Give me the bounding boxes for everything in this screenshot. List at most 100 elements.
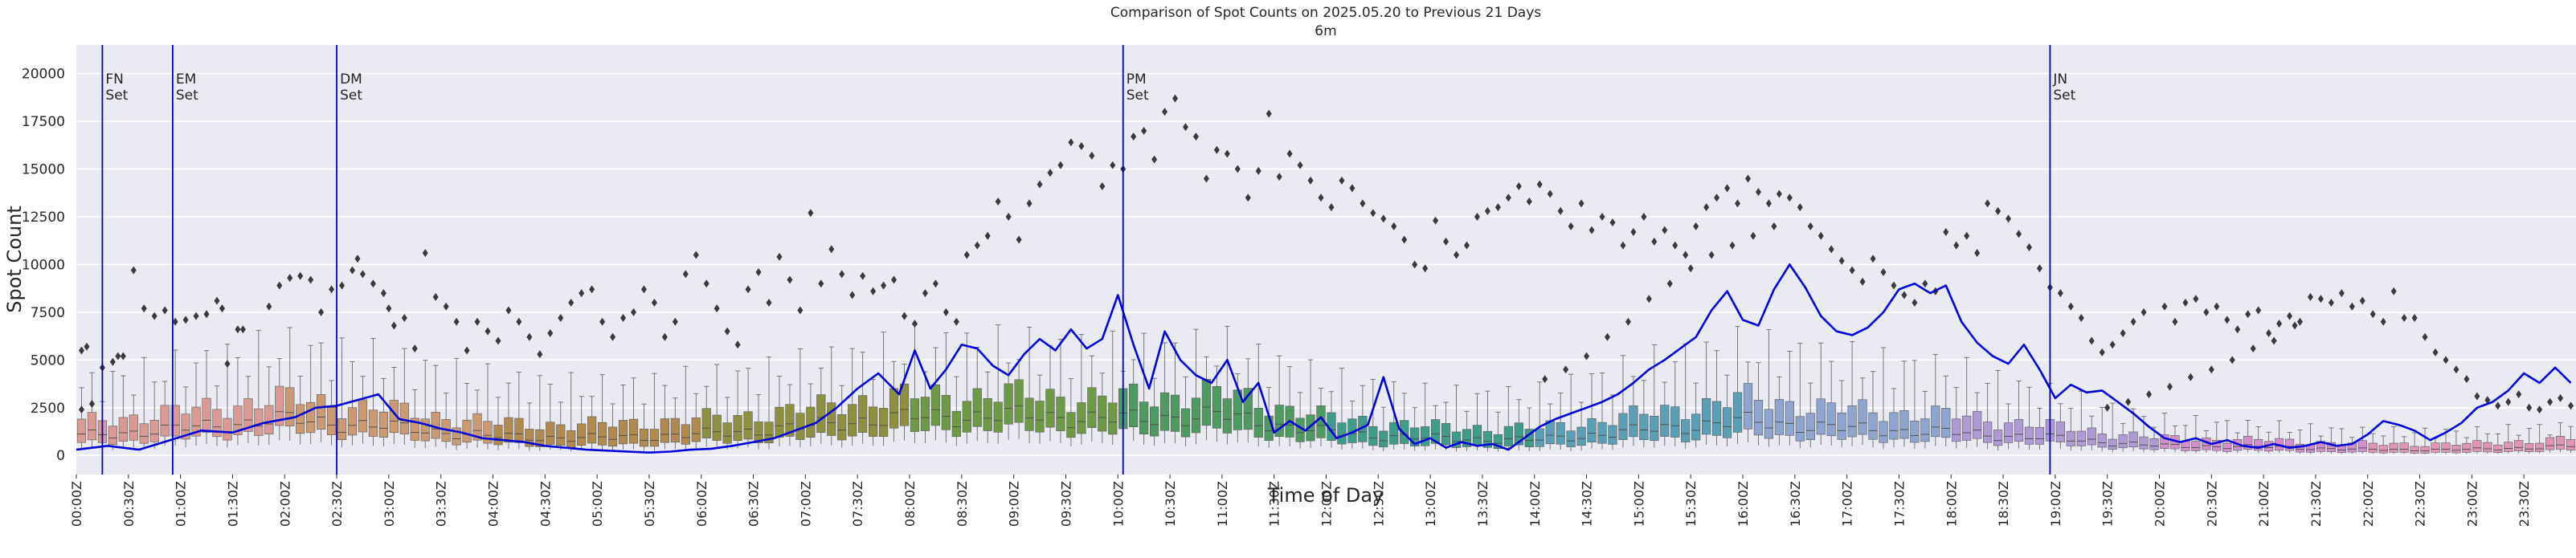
outlier-point bbox=[2203, 308, 2210, 316]
box bbox=[1795, 416, 1805, 442]
outlier-point bbox=[1891, 281, 1897, 290]
box bbox=[431, 412, 440, 439]
outlier-point bbox=[2182, 299, 2189, 307]
x-tick-label: 18:00Z bbox=[1944, 481, 1959, 527]
outlier-point bbox=[1838, 256, 1845, 265]
box bbox=[1753, 400, 1764, 436]
grid-lines bbox=[76, 72, 2576, 457]
outlier-point bbox=[1515, 181, 1522, 190]
outlier-point bbox=[1662, 226, 1668, 234]
outlier-point bbox=[214, 296, 220, 305]
outlier-point bbox=[2099, 348, 2105, 356]
x-tick-label: 07:00Z bbox=[798, 481, 813, 527]
outlier-point bbox=[1750, 231, 1756, 240]
box bbox=[462, 419, 472, 443]
outlier-point bbox=[1026, 199, 1032, 208]
box bbox=[2128, 431, 2138, 448]
x-tick-label: 20:00Z bbox=[2153, 481, 2168, 527]
outlier-point bbox=[2390, 287, 2397, 295]
outlier-point bbox=[1068, 138, 1074, 147]
box bbox=[1472, 425, 1482, 446]
box bbox=[296, 404, 305, 434]
box bbox=[337, 418, 347, 441]
outlier-point bbox=[1604, 332, 1610, 341]
outlier-point bbox=[2287, 312, 2293, 320]
box bbox=[1722, 407, 1732, 438]
box bbox=[1243, 388, 1253, 430]
box bbox=[869, 406, 878, 437]
box bbox=[785, 404, 795, 437]
outlier-point bbox=[1620, 241, 1626, 250]
outlier-point bbox=[849, 291, 856, 299]
outlier-point bbox=[2411, 314, 2418, 323]
outlier-point bbox=[2250, 344, 2256, 353]
outlier-point bbox=[1297, 161, 1303, 169]
box bbox=[1274, 405, 1284, 437]
y-tick-label: 7500 bbox=[31, 305, 65, 321]
outlier-point bbox=[828, 245, 835, 254]
x-tick-label: 13:00Z bbox=[1423, 481, 1438, 527]
box bbox=[1608, 425, 1617, 445]
plot-area bbox=[76, 45, 2576, 475]
box bbox=[1139, 401, 1149, 434]
box bbox=[2493, 444, 2503, 453]
box bbox=[858, 395, 868, 433]
outlier-point bbox=[2338, 289, 2345, 298]
y-tick-label: 15000 bbox=[22, 162, 65, 178]
outlier-point bbox=[370, 279, 376, 288]
box bbox=[181, 413, 190, 440]
box bbox=[368, 409, 378, 437]
outlier-point bbox=[1110, 161, 1116, 169]
x-tick-label: 17:00Z bbox=[1840, 481, 1855, 527]
outlier-point bbox=[2078, 314, 2084, 323]
box bbox=[1024, 397, 1034, 431]
outlier-point bbox=[1224, 149, 1230, 158]
outlier-point bbox=[1683, 250, 1689, 259]
box bbox=[628, 418, 639, 444]
x-tick-label: 23:00Z bbox=[2464, 481, 2480, 527]
outlier-point bbox=[120, 352, 126, 360]
box bbox=[1597, 422, 1607, 444]
box bbox=[1191, 397, 1201, 434]
outlier-point bbox=[589, 285, 595, 294]
box bbox=[566, 430, 576, 448]
outlier-point bbox=[235, 325, 241, 334]
outlier-point bbox=[2214, 302, 2220, 311]
outlier-point bbox=[1964, 231, 1970, 240]
box bbox=[108, 426, 117, 446]
box bbox=[358, 399, 368, 433]
box bbox=[149, 420, 159, 442]
box bbox=[1493, 434, 1503, 450]
box bbox=[306, 401, 316, 434]
outlier-point bbox=[682, 270, 689, 279]
box bbox=[712, 414, 722, 441]
outlier-point bbox=[995, 197, 1001, 206]
outlier-point bbox=[2146, 390, 2153, 399]
outlier-point bbox=[386, 304, 392, 313]
y-tick-label: 10000 bbox=[22, 257, 65, 273]
box bbox=[2399, 442, 2409, 453]
box bbox=[1691, 413, 1701, 441]
box bbox=[1379, 430, 1388, 448]
outlier-point bbox=[640, 285, 647, 294]
box bbox=[722, 422, 732, 444]
x-tick-label: 19:30Z bbox=[2100, 481, 2116, 527]
box bbox=[1983, 422, 1993, 443]
x-tick-label: 00:00Z bbox=[69, 481, 84, 527]
outlier-point bbox=[2255, 306, 2262, 315]
x-tick-label: 20:30Z bbox=[2204, 481, 2219, 527]
box bbox=[118, 417, 128, 442]
x-tick-label: 19:00Z bbox=[2048, 481, 2063, 527]
x-tick-label: 04:30Z bbox=[538, 481, 553, 527]
outlier-point bbox=[1714, 193, 1720, 202]
box bbox=[2357, 440, 2367, 452]
x-tick-label: 15:30Z bbox=[1683, 481, 1699, 527]
box bbox=[317, 394, 326, 430]
box bbox=[1451, 431, 1462, 448]
box bbox=[1931, 405, 1940, 438]
x-tick-label: 04:00Z bbox=[486, 481, 501, 527]
outlier-point bbox=[2328, 299, 2334, 307]
outlier-point bbox=[1162, 108, 1168, 116]
outlier-point bbox=[78, 346, 84, 355]
